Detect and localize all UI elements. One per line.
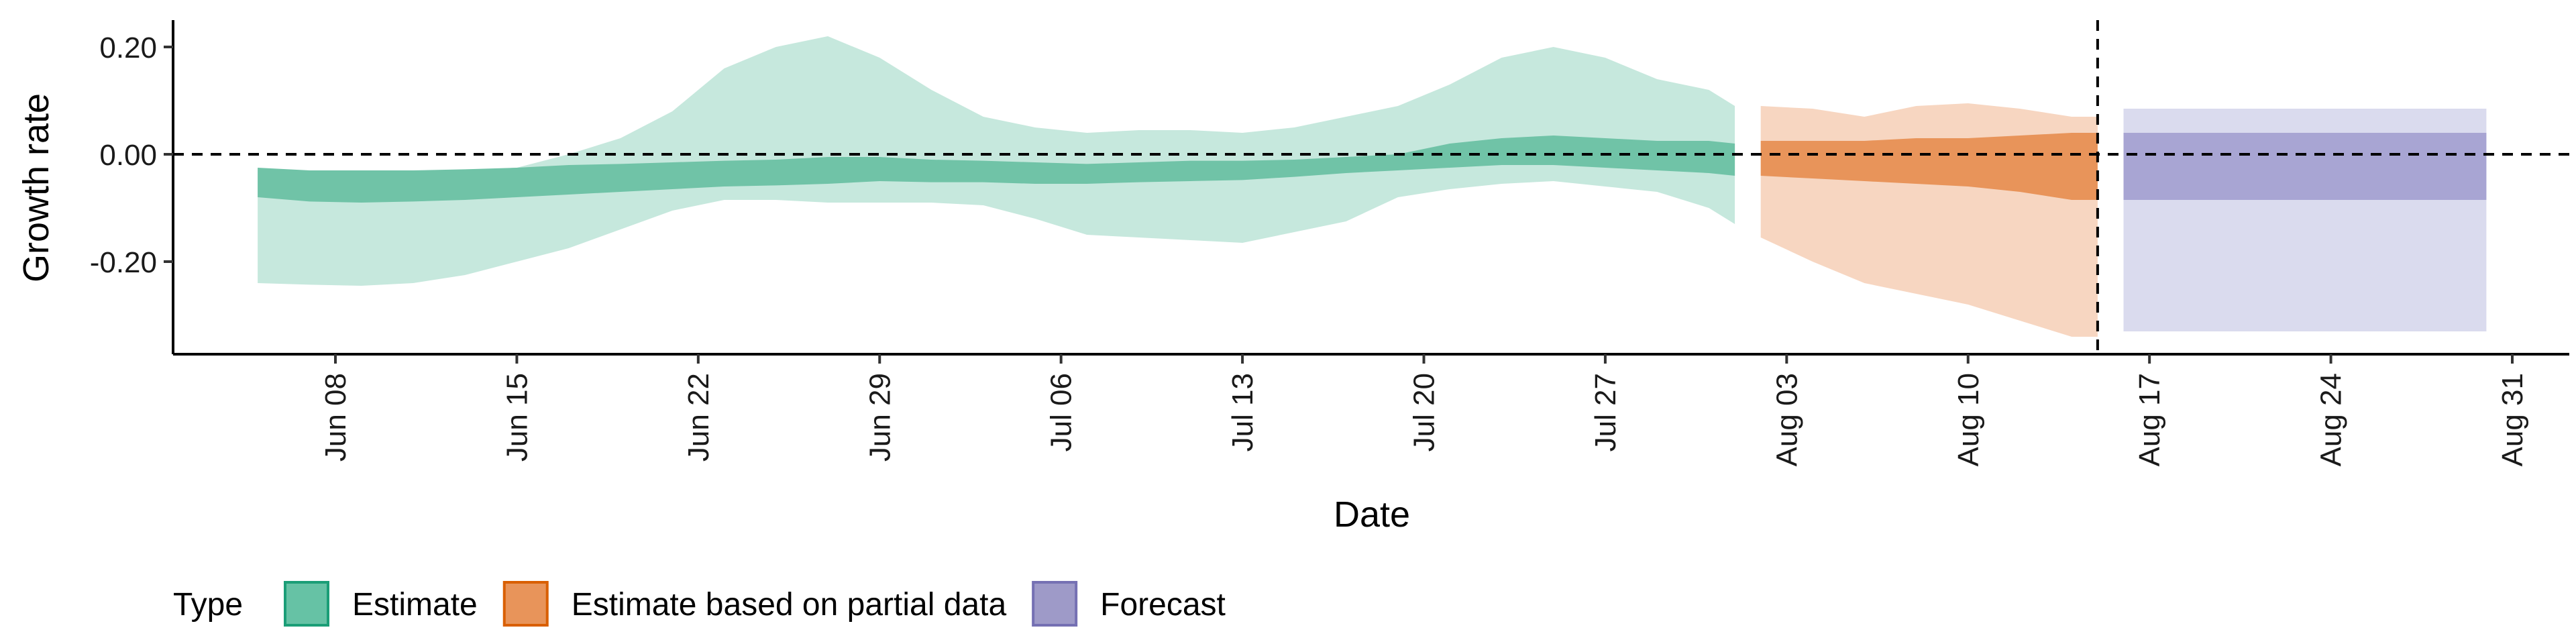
legend-label-estimate-based-on-partial-data: Estimate based on partial data xyxy=(572,587,1007,623)
axes: 0.20 0.00 -0.20 Jun 08 Jun 15 Jun 22 Jun 29 Jul… xyxy=(90,20,2569,466)
estimate-outer-band xyxy=(258,36,1735,286)
legend: Type Estimate Estimate based on partial da… xyxy=(173,581,1226,627)
reference-lines xyxy=(173,20,2569,354)
x-tick-label: Aug 17 xyxy=(2133,373,2166,466)
x-tick-label: Jun 22 xyxy=(682,373,715,462)
legend-swatch-estimate xyxy=(284,581,329,627)
estimate-based-on-partial-data-inner-band xyxy=(1760,133,2098,200)
y-tick-label: 0.00 xyxy=(99,139,157,172)
x-tick-label: Jul 20 xyxy=(1408,373,1441,451)
legend-swatch-estimate-based-on-partial-data xyxy=(502,581,549,627)
forecast-inner-band xyxy=(2123,133,2487,200)
legend-label-forecast: Forecast xyxy=(1100,587,1226,623)
x-tick-label: Aug 03 xyxy=(1770,373,1803,466)
x-tick-label: Jul 13 xyxy=(1226,373,1259,451)
ribbon-layer xyxy=(258,36,2487,337)
x-tick-label: Aug 10 xyxy=(1952,373,1985,466)
legend-swatch-forecast xyxy=(1032,581,1078,627)
estimate-inner-band xyxy=(258,136,1735,203)
y-axis-title: Growth rate xyxy=(16,93,56,282)
x-tick-label: Aug 24 xyxy=(2315,373,2348,466)
legend-label-estimate: Estimate xyxy=(352,587,478,623)
x-axis-title: Date xyxy=(1334,494,1410,535)
x-tick-label: Jul 06 xyxy=(1045,373,1078,451)
y-tick-label: -0.20 xyxy=(90,246,157,279)
x-tick-label: Jun 08 xyxy=(319,373,352,462)
x-tick-label: Aug 31 xyxy=(2496,373,2529,466)
y-tick-label: 0.20 xyxy=(99,32,157,64)
x-tick-label: Jul 27 xyxy=(1589,373,1622,451)
x-tick-label: Jun 15 xyxy=(500,373,533,462)
x-tick-label: Jun 29 xyxy=(863,373,896,462)
legend-title: Type xyxy=(173,587,243,623)
